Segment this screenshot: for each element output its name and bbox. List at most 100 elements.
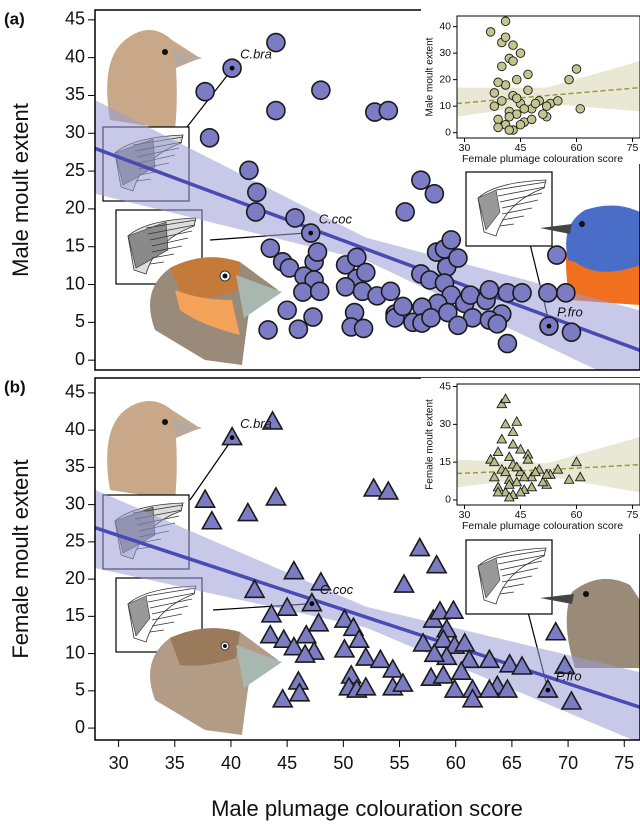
annotation-dot xyxy=(547,324,552,329)
y-tick-label: 45 xyxy=(65,9,85,29)
y-tick-label: 30 xyxy=(65,122,85,142)
panel-label: (b) xyxy=(4,377,26,396)
point xyxy=(395,575,414,592)
point xyxy=(394,297,412,315)
annotation-label: P.fro xyxy=(557,305,583,320)
point xyxy=(201,129,219,147)
x-tick-label: 75 xyxy=(627,142,639,154)
y-axis-title: Male moult extent xyxy=(8,103,33,277)
point xyxy=(273,690,292,707)
point xyxy=(442,231,460,249)
bird-head xyxy=(107,401,202,500)
y-tick-label: 20 xyxy=(65,568,85,588)
x-tick-label: 60 xyxy=(446,753,466,773)
point xyxy=(444,601,463,618)
point xyxy=(576,105,585,114)
point xyxy=(490,102,499,111)
y-tick-label: 25 xyxy=(65,531,85,551)
point xyxy=(364,479,383,496)
x-tick-label: 70 xyxy=(558,753,578,773)
annotation-dot xyxy=(545,688,550,693)
point xyxy=(572,65,581,74)
point xyxy=(539,110,548,119)
point xyxy=(379,102,397,120)
point xyxy=(565,75,574,84)
bird-head xyxy=(150,257,282,365)
point xyxy=(311,282,329,300)
point xyxy=(284,562,303,579)
annotation-label: P.fro xyxy=(556,669,582,684)
point xyxy=(513,284,531,302)
point xyxy=(542,102,551,111)
point xyxy=(422,309,440,327)
y-axis-title: Male moult extent xyxy=(425,37,436,116)
point xyxy=(267,102,285,120)
point xyxy=(449,249,467,267)
point xyxy=(337,278,355,296)
figure: C.braC.cocP.fro051015202530354045Male mo… xyxy=(0,0,640,828)
y-tick-label: 25 xyxy=(65,160,85,180)
point xyxy=(509,57,518,66)
point xyxy=(490,89,499,98)
y-tick-label: 35 xyxy=(65,84,85,104)
point xyxy=(382,282,400,300)
point xyxy=(494,115,503,124)
y-tick-label: 0 xyxy=(75,349,85,369)
point xyxy=(427,556,446,573)
y-tick-label: 40 xyxy=(65,46,85,66)
point xyxy=(202,512,221,529)
x-tick-label: 45 xyxy=(277,753,297,773)
point xyxy=(509,41,518,50)
point xyxy=(371,650,390,667)
point xyxy=(480,281,498,299)
point xyxy=(238,504,257,521)
point xyxy=(524,70,533,79)
point xyxy=(286,209,304,227)
x-tick-label: 55 xyxy=(390,753,410,773)
point xyxy=(505,112,514,121)
x-tick-label: 65 xyxy=(502,753,522,773)
point xyxy=(266,488,285,505)
pointer xyxy=(190,438,233,500)
y-axis-title: Female moult extent xyxy=(8,459,33,658)
annotation-label: C.coc xyxy=(320,582,354,597)
y-tick-label: 45 xyxy=(439,380,451,392)
y-tick-label: 20 xyxy=(439,73,451,85)
point xyxy=(494,78,503,87)
y-tick-label: 10 xyxy=(439,100,451,112)
point xyxy=(357,263,375,281)
point xyxy=(289,320,307,338)
point xyxy=(410,539,429,556)
point xyxy=(196,490,215,507)
point xyxy=(524,86,533,95)
point xyxy=(494,123,503,132)
y-tick-label: 40 xyxy=(65,419,85,439)
annotation-dot xyxy=(308,231,313,236)
y-tick-label: 30 xyxy=(439,418,451,430)
point xyxy=(501,33,510,42)
point xyxy=(546,623,565,640)
point xyxy=(412,171,430,189)
x-tick-label: 75 xyxy=(614,753,634,773)
y-axis-title: Female moult extent xyxy=(425,399,436,490)
point xyxy=(259,321,277,339)
point xyxy=(498,335,516,353)
point xyxy=(356,648,375,665)
x-tick-label: 75 xyxy=(627,509,639,521)
point xyxy=(562,323,580,341)
y-tick-label: 35 xyxy=(65,456,85,476)
point xyxy=(396,203,414,221)
point xyxy=(548,246,566,264)
point xyxy=(335,640,354,657)
x-tick-label: 30 xyxy=(109,753,129,773)
point xyxy=(557,284,575,302)
y-tick-label: 30 xyxy=(65,493,85,513)
x-axis-title: Male plumage colouration score xyxy=(211,796,523,821)
annotation-label: C.coc xyxy=(319,212,353,227)
point xyxy=(512,75,521,84)
point xyxy=(498,97,507,106)
point xyxy=(248,183,266,201)
point xyxy=(247,203,265,221)
y-tick-label: 0 xyxy=(445,494,451,506)
point xyxy=(196,83,214,101)
